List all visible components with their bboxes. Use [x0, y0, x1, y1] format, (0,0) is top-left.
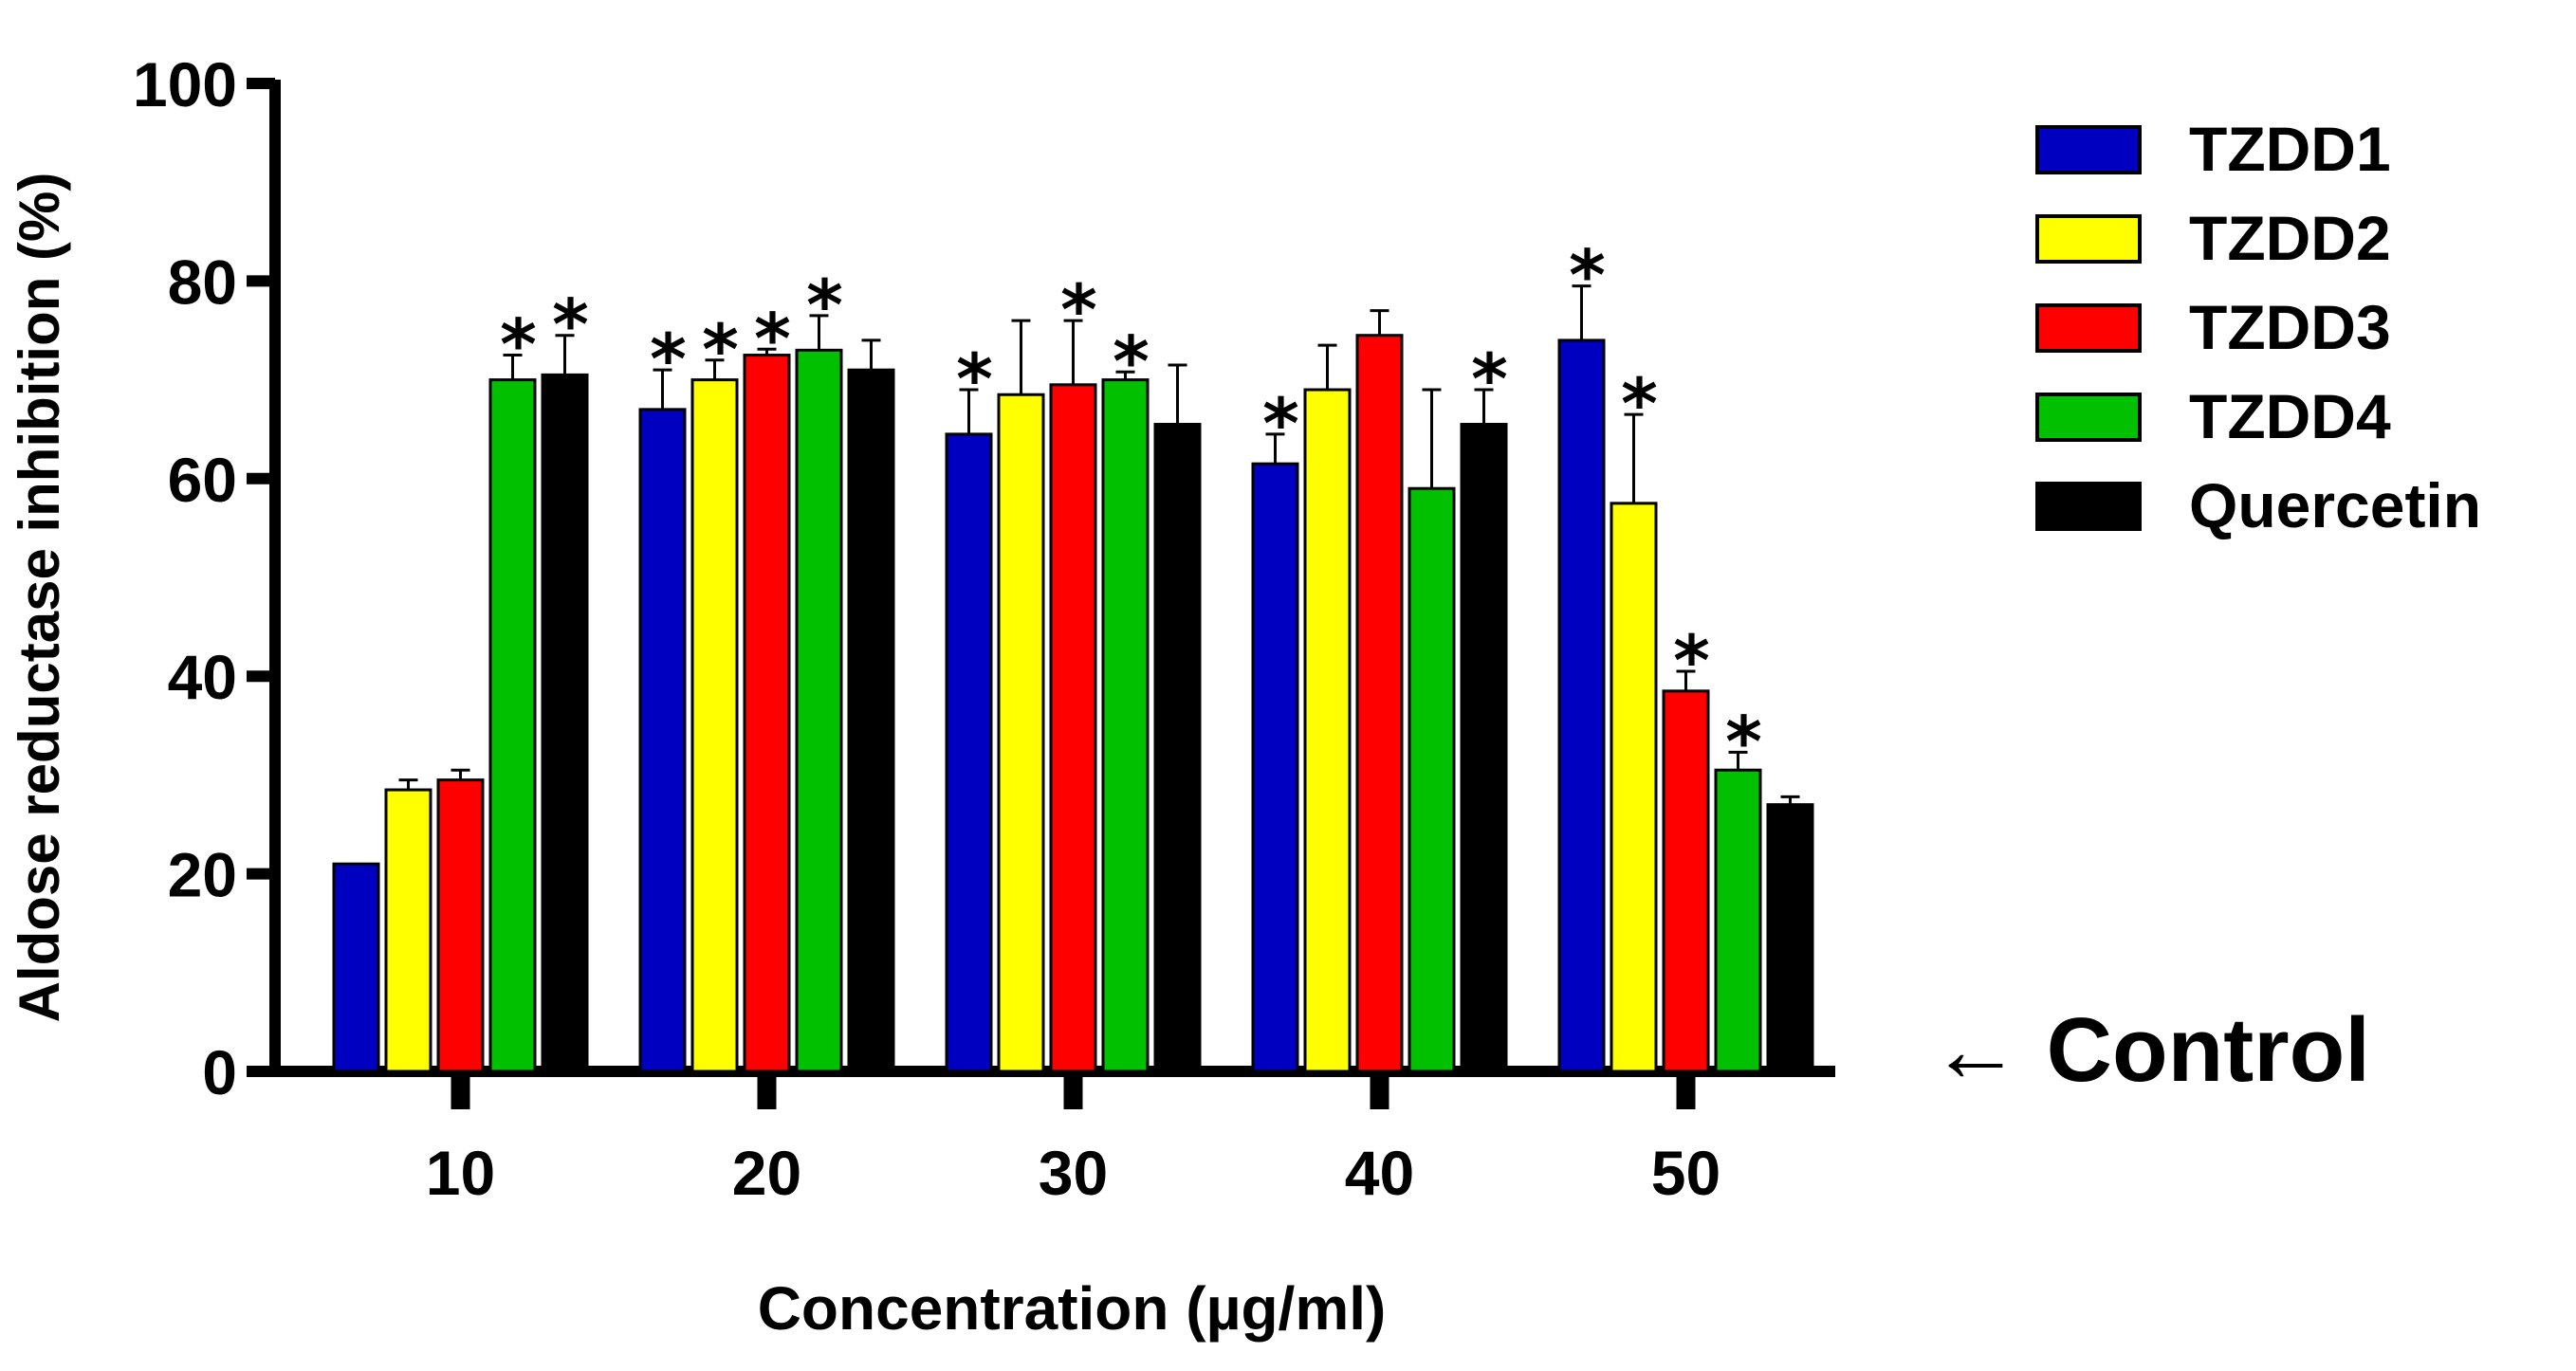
- bar-tzdd1-30: [945, 432, 993, 1073]
- bar-tzdd3-20: [743, 354, 791, 1073]
- bar-tzdd2-50: [1610, 502, 1658, 1073]
- significance-marker-tzdd1-20: ⁎: [650, 301, 687, 379]
- y-tick-label-0: 0: [202, 1037, 237, 1107]
- error-bars-layer: [398, 284, 1800, 805]
- significance-marker-tzdd1-40: ⁎: [1262, 365, 1299, 444]
- legend-label-tzdd3: TZDD3: [2189, 292, 2391, 362]
- significance-marker-tzdd2-20: ⁎: [702, 291, 739, 370]
- significance-marker-tzdd4-10: ⁎: [500, 286, 537, 365]
- y-tick-label-20: 20: [168, 840, 237, 910]
- bar-tzdd4-20: [795, 348, 843, 1073]
- bar-tzdd2-40: [1303, 388, 1352, 1073]
- x-tick-label-10: 10: [426, 1138, 495, 1208]
- significance-marker-tzdd1-50: ⁎: [1569, 217, 1606, 296]
- y-axis-label: Aldose reductase inhibition (%): [8, 173, 71, 1023]
- significance-marker-tzdd3-20: ⁎: [754, 280, 791, 358]
- bar-tzdd3-50: [1662, 689, 1710, 1073]
- x-tick-label-20: 20: [732, 1138, 801, 1208]
- bar-tzdd2-10: [384, 788, 432, 1073]
- x-tick-label-30: 30: [1039, 1138, 1108, 1208]
- bar-tzdd3-30: [1049, 383, 1097, 1073]
- legend-label-tzdd1: TZDD1: [2189, 114, 2391, 184]
- bar-quercetin-10: [541, 373, 589, 1073]
- bar-tzdd4-30: [1101, 378, 1150, 1073]
- bar-tzdd3-40: [1355, 334, 1404, 1073]
- significance-marker-tzdd3-30: ⁎: [1060, 251, 1097, 330]
- significance-marker-tzdd1-30: ⁎: [956, 320, 993, 399]
- significance-marker-tzdd4-30: ⁎: [1113, 302, 1150, 381]
- bar-tzdd1-50: [1557, 338, 1606, 1073]
- y-tick-label-80: 80: [168, 247, 237, 317]
- y-tick-label-60: 60: [168, 445, 237, 515]
- bar-quercetin-20: [847, 368, 895, 1073]
- bar-quercetin-50: [1766, 803, 1814, 1073]
- legend-swatch-tzdd1: [2035, 125, 2142, 174]
- legend-label-tzdd2: TZDD2: [2189, 203, 2391, 273]
- x-tick-label-50: 50: [1651, 1138, 1720, 1208]
- legend-swatch-quercetin: [2035, 482, 2142, 531]
- bar-tzdd1-20: [638, 408, 687, 1073]
- legend: TZDD1 TZDD2 TZDD3 TZDD4 Quercetin: [2035, 114, 2481, 540]
- significance-layer: ⁎ ⁎⁎⁎⁎⁎⁎ ⁎⁎⁎⁎⁎⁎⁎⁎: [500, 217, 1762, 762]
- bar-tzdd4-40: [1408, 486, 1456, 1073]
- bars-layer: [332, 334, 1814, 1073]
- bar-tzdd3-10: [436, 778, 485, 1073]
- control-annotation: ← Control: [1930, 999, 2370, 1101]
- significance-marker-tzdd2-50: ⁎: [1621, 345, 1658, 424]
- legend-label-tzdd4: TZDD4: [2189, 381, 2391, 451]
- bar-tzdd1-10: [332, 862, 380, 1073]
- significance-marker-tzdd4-20: ⁎: [806, 247, 843, 325]
- y-tick-label-100: 100: [133, 49, 237, 119]
- legend-label-quercetin: Quercetin: [2189, 470, 2481, 540]
- bar-tzdd1-40: [1251, 462, 1299, 1073]
- bar-tzdd2-20: [690, 378, 739, 1073]
- bar-quercetin-40: [1460, 422, 1508, 1073]
- legend-swatch-tzdd2: [2035, 214, 2142, 264]
- significance-marker-tzdd4-50: ⁎: [1725, 683, 1762, 761]
- bar-tzdd4-10: [488, 378, 537, 1073]
- bar-tzdd2-30: [997, 393, 1045, 1073]
- significance-marker-quercetin-10: ⁎: [552, 266, 589, 345]
- legend-swatch-tzdd4: [2035, 393, 2142, 442]
- significance-marker-quercetin-40: ⁎: [1471, 320, 1508, 399]
- legend-swatch-tzdd3: [2035, 303, 2142, 353]
- bar-tzdd4-50: [1714, 768, 1762, 1073]
- x-axis-label: Concentration (µg/ml): [758, 1274, 1387, 1343]
- bar-quercetin-30: [1153, 422, 1202, 1073]
- significance-marker-tzdd3-50: ⁎: [1673, 602, 1710, 681]
- y-tick-label-40: 40: [168, 642, 237, 712]
- x-tick-label-40: 40: [1345, 1138, 1414, 1208]
